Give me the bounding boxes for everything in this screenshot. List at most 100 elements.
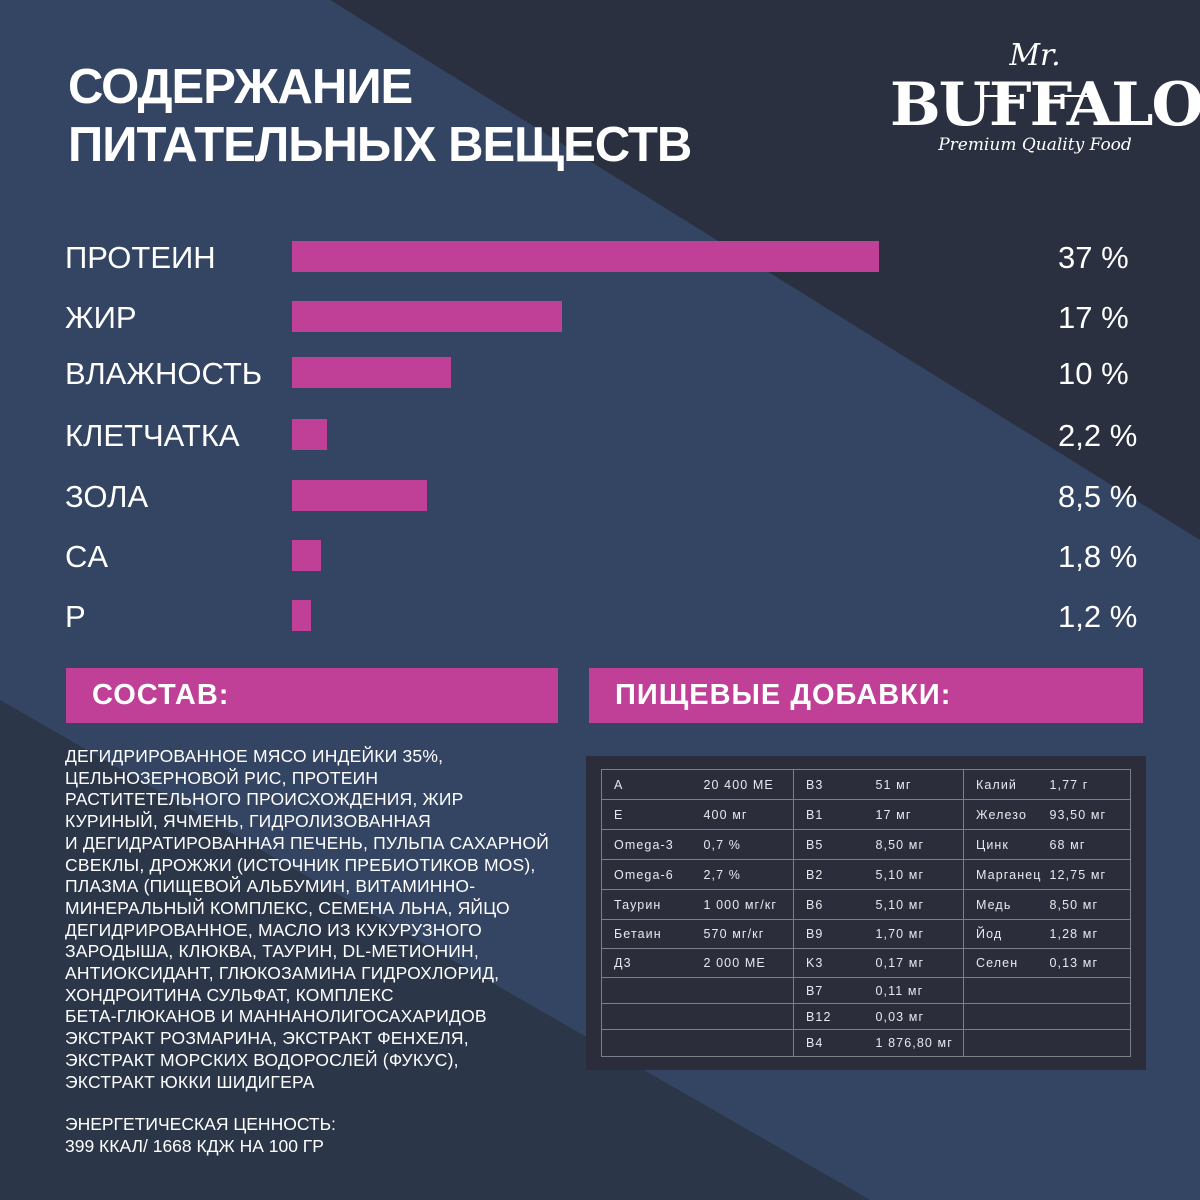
additives-table: A 20 400 МЕ B3 51 мг Калий 1,77 г E 400 мг B1 17 …: [601, 769, 1131, 1057]
additive-amount: 8,50 мг: [869, 829, 964, 860]
additive-amount: 570 мг/кг: [697, 919, 794, 949]
additive-amount: 1,77 г: [1049, 777, 1089, 792]
composition-line: ХОНДРОИТИНА СУЛЬФАТ, КОМПЛЕКС: [65, 984, 394, 1005]
additive-amount: 93,50 мг: [1049, 807, 1107, 822]
nutrient-label: КЛЕТЧАТКА: [65, 418, 240, 453]
logo-tagline: Premium Quality Food: [938, 135, 1132, 155]
nutrient-label: ЗОЛА: [65, 479, 149, 514]
additive-name: B2: [806, 867, 824, 882]
additive-amount: 0,7 %: [697, 829, 794, 860]
additive-name: [964, 978, 1044, 1004]
composition-heading: СОСТАВ:: [92, 679, 230, 711]
additive-amount: 0,13 мг: [1049, 956, 1099, 970]
additive-name: [602, 978, 698, 1004]
composition-line: ЭКСТРАКТ МОРСКИХ ВОДОРОСЛЕЙ (ФУКУС),: [65, 1049, 459, 1070]
composition-line: ЭКСТРАКТ РОЗМАРИНА, ЭКСТРАКТ ФЕНХЕЛЯ,: [65, 1028, 469, 1049]
nutrient-bar: [292, 301, 562, 332]
additive-amount: 51 мг: [869, 769, 964, 800]
additives-heading-band: ПИЩЕВЫЕ ДОБАВКИ:: [589, 668, 1143, 723]
logo-line-left: [980, 95, 1016, 97]
additive-amount: 20 400 МЕ: [697, 769, 794, 800]
additive-name: B9: [806, 927, 824, 941]
additive-name: Цинк: [976, 837, 1010, 852]
additive-amount: 0,03 мг: [869, 1003, 964, 1030]
logo-mr: Mr.: [1009, 38, 1061, 73]
composition-line: РАСТИТЕТЕЛЬНОГО ПРОИСХОЖДЕНИЯ, ЖИР: [65, 789, 464, 810]
table-row: B12 0,03 мг: [601, 1003, 1131, 1030]
additive-amount: [697, 1029, 794, 1057]
additive-name: A: [614, 777, 624, 792]
table-row: Omega-3 0,7 % B5 8,50 мг Цинк 68 мг: [601, 829, 1131, 860]
table-row: A 20 400 МЕ B3 51 мг Калий 1,77 г: [601, 769, 1131, 800]
additive-name: Калий: [976, 777, 1017, 792]
additive-amount: [1044, 1030, 1131, 1057]
additive-amount: 68 мг: [1049, 837, 1086, 852]
additive-amount: 2,7 %: [697, 859, 794, 890]
additive-amount: 400 мг: [697, 799, 794, 830]
additive-amount: 1,70 мг: [869, 919, 964, 949]
nutrient-bar: [292, 480, 427, 511]
additive-name: Таурин: [614, 897, 662, 912]
additive-amount: [697, 977, 794, 1004]
additive-amount: 0,17 мг: [869, 948, 964, 978]
additive-amount: 2 000 МЕ: [697, 948, 794, 978]
additive-name: Марганец: [976, 867, 1042, 882]
additive-name: [602, 1030, 698, 1057]
composition-line: ЦЕЛЬНОЗЕРНОВОЙ РИС, ПРОТЕИН: [65, 767, 379, 788]
nutrient-value: 8,5 %: [1058, 479, 1138, 514]
table-row: Omega-6 2,7 % B2 5,10 мг Марганец 12,75 мг: [601, 859, 1131, 890]
logo-wordmark: BUFFALO: [890, 70, 1200, 140]
additives-table-panel: A 20 400 МЕ B3 51 мг Калий 1,77 г E 400 мг B1 17 …: [586, 756, 1146, 1070]
additive-name: Бетаин: [614, 927, 662, 941]
table-row: B4 1 876,80 мг: [601, 1029, 1131, 1057]
composition-line: МИНЕРАЛЬНЫЙ КОМПЛЕКС, СЕМЕНА ЛЬНА, ЯЙЦО: [65, 897, 510, 918]
additive-amount: [1044, 1004, 1131, 1030]
table-row: Д3 2 000 МЕ K3 0,17 мг Селен 0,13 мг: [601, 948, 1131, 978]
nutrient-value: 1,8 %: [1058, 539, 1138, 574]
additive-amount: 1,28 мг: [1049, 927, 1099, 941]
additive-amount: 8,50 мг: [1049, 897, 1099, 912]
table-row: B7 0,11 мг: [601, 977, 1131, 1004]
additive-name: B3: [806, 777, 824, 792]
composition-text: ДЕГИДРИРОВАННОЕ МЯСО ИНДЕЙКИ 35%, ЦЕЛЬНОЗ…: [65, 746, 565, 1093]
composition-line: СВЕКЛЫ, ДРОЖЖИ (ИСТОЧНИК ПРЕБИОТИКОВ MOS…: [65, 854, 536, 875]
composition-line: КУРИНЫЙ, ЯЧМЕНЬ, ГИДРОЛИЗОВАННАЯ: [65, 811, 431, 832]
additive-name: Йод: [976, 927, 1003, 941]
additive-amount: 17 мг: [869, 799, 964, 830]
additive-amount: 1 876,80 мг: [869, 1029, 964, 1057]
energy-label: ЭНЕРГЕТИЧЕСКАЯ ЦЕННОСТЬ:: [65, 1114, 336, 1134]
nutrient-value: 10 %: [1058, 356, 1129, 391]
nutrient-value: 1,2 %: [1058, 599, 1138, 634]
nutrient-value: 37 %: [1058, 240, 1129, 275]
logo-line-right: [1054, 95, 1090, 97]
additive-name: [964, 1030, 1044, 1057]
composition-line: БЕТА-ГЛЮКАНОВ И МАННАНОЛИГОСАХАРИДОВ: [65, 1006, 487, 1027]
nutrient-value: 2,2 %: [1058, 418, 1138, 453]
additive-name: B7: [806, 983, 824, 998]
additive-amount: [1044, 978, 1131, 1004]
composition-line: ЗАРОДЫША, КЛЮКВА, ТАУРИН, DL-МЕТИОНИН,: [65, 941, 479, 962]
nutrient-value: 17 %: [1058, 300, 1129, 335]
additive-name: [964, 1004, 1044, 1030]
additive-amount: 5,10 мг: [869, 889, 964, 920]
table-row: Таурин 1 000 мг/кг B6 5,10 мг Медь 8,50 мг: [601, 889, 1131, 920]
additive-name: E: [614, 807, 624, 822]
composition-line: И ДЕГИДРАТИРОВАННАЯ ПЕЧЕНЬ, ПУЛЬПА САХАР…: [65, 832, 550, 853]
additives-heading: ПИЩЕВЫЕ ДОБАВКИ:: [615, 679, 952, 711]
additive-name: B5: [806, 837, 824, 852]
additive-name: Omega-3: [614, 837, 674, 852]
nutrient-label: ВЛАЖНОСТЬ: [65, 356, 263, 391]
table-row: Бетаин 570 мг/кг B9 1,70 мг Йод 1,28 мг: [601, 919, 1131, 949]
nutrient-label: ПРОТЕИН: [65, 240, 216, 275]
additive-amount: 0,11 мг: [869, 977, 964, 1004]
energy-value: 399 ККАЛ/ 1668 КДЖ НА 100 ГР: [65, 1135, 324, 1156]
additive-name: Omega-6: [614, 867, 674, 882]
nutrient-label: ЖИР: [65, 300, 137, 335]
composition-heading-band: СОСТАВ:: [66, 668, 558, 723]
additive-amount: 1 000 мг/кг: [697, 889, 794, 920]
additive-amount: 12,75 мг: [1049, 867, 1107, 882]
title-line-2: ПИТАТЕЛЬНЫХ ВЕЩЕСТВ: [68, 118, 692, 172]
additive-name: Железо: [976, 807, 1028, 822]
additive-name: B6: [806, 897, 824, 912]
additive-name: B1: [806, 807, 824, 822]
